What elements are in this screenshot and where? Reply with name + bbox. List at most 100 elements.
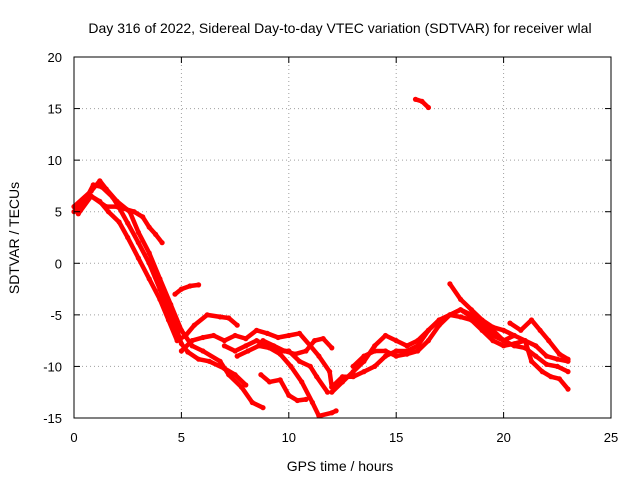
data-point [200,334,206,341]
axis-ticks: 0 5 10 15 20 25 -15 -10 -5 0 5 10 15 20 [43,50,618,445]
data-point [254,338,260,344]
data-point [309,399,315,406]
x-tick-label: 5 [178,430,185,445]
data-point [294,397,300,404]
data-point [243,336,249,342]
data-point [307,363,313,369]
data-point [490,338,496,344]
data-point [468,307,474,313]
data-point [316,413,322,419]
series-track-16 [412,96,431,111]
data-point [339,374,346,380]
data-point [206,358,212,364]
data-point [522,338,528,344]
data-point [507,320,513,326]
data-point [174,327,180,333]
data-point [217,314,223,320]
data-point [183,332,189,339]
data-point [281,348,288,354]
data-point [221,338,227,344]
x-tick-label: 25 [604,430,618,445]
data-point [415,348,421,354]
data-point [125,234,131,241]
data-point [165,317,172,323]
data-point [539,369,545,375]
data-point [232,332,238,339]
data-point [312,338,318,344]
data-point [522,345,528,351]
data-point [554,363,560,369]
data-point [266,379,273,385]
data-point [458,296,464,302]
data-point [404,343,410,349]
data-point [372,363,378,369]
data-point [419,98,425,104]
data-point [286,392,292,398]
data-point [565,369,571,375]
data-point [277,377,283,383]
data-point [140,214,146,220]
series-track-9 [260,336,335,357]
data-point [178,286,184,292]
data-point [329,389,335,395]
data-point [350,363,356,369]
series-track-6 [178,327,335,390]
data-point [187,283,193,289]
data-point [393,353,399,359]
plot-frame [73,56,612,419]
data-point [245,348,251,354]
data-point [178,348,184,354]
y-tick-label: -5 [50,308,62,323]
data-point [537,327,543,333]
series-track-2 [71,178,266,411]
data-point [554,356,560,362]
data-point [243,343,249,349]
data-point [501,338,507,344]
y-tick-label: 15 [48,102,62,117]
y-axis-label: SDTVAR / TECUs [6,182,22,294]
data-point [361,353,367,359]
data-point [518,327,524,333]
x-axis-label: GPS time / hours [287,458,394,474]
y-tick-label: 10 [48,153,62,168]
data-point [425,104,431,111]
data-point [243,382,249,388]
data-point [258,372,264,378]
data-point [114,198,120,204]
data-point [125,220,131,226]
data-point [296,358,303,364]
data-point [77,204,83,210]
data-point [249,399,255,406]
series-track-5 [172,282,202,297]
data-point [447,281,453,287]
data-point [221,343,227,349]
data-point [490,324,496,330]
y-tick-label: -10 [43,359,62,374]
data-point [350,374,356,380]
grid-lines [74,57,611,418]
data-point [511,343,517,349]
data-point [528,358,535,364]
data-point [544,361,550,367]
data-point [333,408,339,414]
data-point [404,351,410,357]
y-tick-label: 0 [55,256,62,271]
data-point [324,389,331,395]
data-point [159,240,165,246]
data-point [196,356,202,362]
data-point [271,343,277,349]
data-point [189,338,195,344]
data-point [556,376,563,382]
data-point [299,379,305,385]
data-point [88,193,94,199]
data-point [135,255,141,261]
data-point [382,348,389,354]
data-point [234,353,240,359]
data-point [264,330,270,336]
x-tick-label: 15 [389,430,403,445]
data-point [372,343,378,349]
data-series [71,96,571,419]
data-point [217,358,223,364]
data-point [97,178,103,184]
data-point [303,348,309,354]
